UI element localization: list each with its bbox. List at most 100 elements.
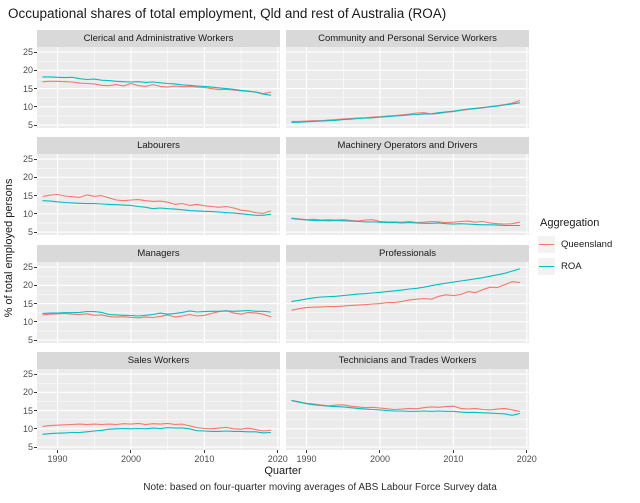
y-tick-mark	[34, 51, 37, 53]
y-tick-mark	[34, 428, 37, 430]
y-tick-label: 10	[22, 423, 33, 434]
x-tick-mark	[277, 450, 279, 453]
y-tick-label: 5	[27, 335, 33, 346]
facet-title: Technicians and Trades Workers	[338, 355, 477, 366]
y-tick-label: 10	[22, 208, 33, 219]
y-tick-label: 15	[22, 83, 33, 94]
x-tick-mark	[203, 450, 205, 453]
y-tick-label: 5	[27, 227, 33, 238]
line-queensland	[42, 80, 272, 95]
x-tick-mark	[452, 450, 454, 453]
x-tick-label: 2020	[516, 454, 537, 464]
y-tick-mark	[34, 303, 37, 305]
facet-strip: Community and Personal Service Workers	[286, 30, 529, 47]
facet-strip: Technicians and Trades Workers	[286, 352, 529, 369]
x-tick-label: 2010	[443, 454, 464, 464]
legend-label: Queensland	[561, 239, 613, 250]
y-tick-mark	[34, 373, 37, 375]
y-tick-label: 20	[22, 387, 33, 398]
line-queensland	[42, 309, 272, 319]
y-tick-label: 25	[22, 262, 33, 273]
facet-panel	[37, 47, 280, 128]
y-tick-label: 25	[22, 154, 33, 165]
line-roa	[291, 102, 521, 124]
y-axis-title: % of total employed persons	[3, 178, 15, 318]
x-tick-label: 2000	[369, 454, 390, 464]
y-tick-label: 25	[22, 47, 33, 58]
facet-panel	[37, 262, 280, 343]
y-tick-mark	[34, 158, 37, 160]
y-tick-label: 10	[22, 101, 33, 112]
y-tick-label: 20	[22, 172, 33, 183]
facet-panel	[37, 369, 280, 450]
y-tick-mark	[34, 213, 37, 215]
legend-key-icon	[538, 236, 555, 253]
facet-title: Sales Workers	[127, 355, 190, 366]
facet-strip: Managers	[37, 245, 280, 262]
y-tick-mark	[34, 88, 37, 90]
y-tick-mark	[34, 195, 37, 197]
y-tick-label: 25	[22, 369, 33, 380]
y-tick-label: 15	[22, 298, 33, 309]
facet-strip: Labourers	[37, 137, 280, 154]
y-tick-mark	[34, 339, 37, 341]
facet-strip: Machinery Operators and Drivers	[286, 137, 529, 154]
facet-title: Professionals	[378, 248, 437, 259]
facet-panel	[286, 154, 529, 235]
facet-title: Community and Personal Service Workers	[318, 33, 497, 44]
line-roa	[291, 400, 521, 416]
y-tick-label: 5	[27, 120, 33, 131]
facet-title: Labourers	[137, 140, 180, 151]
facet-title: Machinery Operators and Drivers	[337, 140, 478, 151]
facet-title: Clerical and Administrative Workers	[83, 33, 234, 44]
facet-strip: Professionals	[286, 245, 529, 262]
x-tick-label: 1990	[47, 454, 68, 464]
line-queensland	[291, 281, 521, 311]
y-tick-mark	[34, 446, 37, 448]
y-tick-mark	[34, 106, 37, 108]
line-roa	[291, 268, 521, 302]
facet-strip: Sales Workers	[37, 352, 280, 369]
y-tick-mark	[34, 266, 37, 268]
facet-panel	[286, 369, 529, 450]
y-tick-mark	[34, 124, 37, 126]
facet-title: Managers	[137, 248, 180, 259]
y-tick-mark	[34, 321, 37, 323]
legend-key-icon	[538, 258, 555, 275]
y-tick-label: 20	[22, 65, 33, 76]
x-tick-mark	[379, 450, 381, 453]
y-tick-mark	[34, 176, 37, 178]
y-tick-mark	[34, 284, 37, 286]
facet-panel	[286, 262, 529, 343]
facet-strip: Clerical and Administrative Workers	[37, 30, 280, 47]
line-roa	[42, 427, 272, 435]
line-queensland	[42, 422, 272, 432]
legend: Aggregation Queensland ROA	[538, 217, 612, 280]
chart-title: Occupational shares of total employment,…	[8, 6, 447, 21]
legend-item-roa: ROA	[538, 258, 612, 275]
y-tick-label: 15	[22, 190, 33, 201]
x-tick-label: 2000	[120, 454, 141, 464]
facet-panel	[37, 154, 280, 235]
line-roa	[42, 76, 272, 96]
legend-item-queensland: Queensland	[538, 236, 612, 253]
y-tick-label: 5	[27, 442, 33, 453]
x-tick-mark	[130, 450, 132, 453]
y-tick-mark	[34, 69, 37, 71]
y-tick-mark	[34, 231, 37, 233]
facet-panel	[286, 47, 529, 128]
chart-caption: Note: based on four-quarter moving avera…	[143, 482, 497, 493]
line-queensland	[42, 193, 272, 215]
line-queensland	[291, 217, 521, 225]
x-axis-title: Quarter	[264, 465, 302, 477]
x-tick-mark	[57, 450, 59, 453]
x-tick-mark	[306, 450, 308, 453]
y-tick-label: 20	[22, 280, 33, 291]
y-tick-label: 15	[22, 405, 33, 416]
line-roa	[42, 309, 272, 317]
x-tick-label: 2010	[194, 454, 215, 464]
x-tick-label: 2020	[267, 454, 288, 464]
y-tick-label: 10	[22, 316, 33, 327]
x-tick-mark	[526, 450, 528, 453]
